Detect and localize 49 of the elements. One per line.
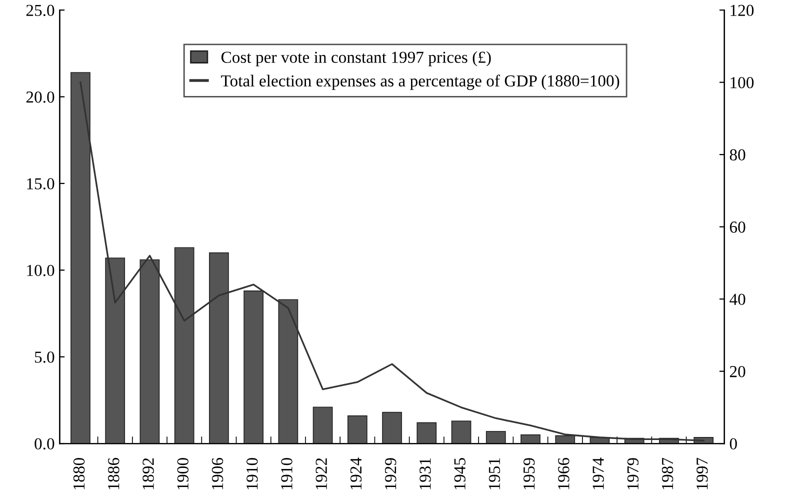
x-tick-label: 1922 bbox=[316, 458, 327, 490]
bar bbox=[451, 420, 472, 444]
bar bbox=[105, 258, 126, 444]
x-tick-label: 1945 bbox=[454, 458, 466, 490]
bar bbox=[382, 412, 402, 444]
y2-tick-label: 60 bbox=[730, 222, 746, 233]
y-tick-label: 10.0 bbox=[27, 264, 54, 276]
legend-label: Cost per vote in constant 1997 prices (£) bbox=[221, 51, 491, 66]
bar bbox=[486, 430, 506, 444]
y2-tick-label: 20 bbox=[730, 366, 746, 378]
bar bbox=[70, 72, 90, 444]
bar bbox=[347, 415, 368, 444]
x-tick-label: 1959 bbox=[523, 458, 535, 490]
x-tick-label: 1906 bbox=[212, 458, 224, 490]
x-tick-label: 1910 bbox=[281, 458, 292, 490]
x-tick-label: 1910 bbox=[246, 458, 258, 490]
y2-tick-label: 120 bbox=[730, 4, 754, 16]
y-tick-label: 20.0 bbox=[26, 91, 54, 103]
x-tick-label: 1929 bbox=[385, 458, 396, 490]
x-tick-label: 1892 bbox=[142, 458, 154, 490]
bar bbox=[209, 252, 229, 444]
bar bbox=[520, 434, 540, 444]
bar bbox=[244, 290, 264, 444]
x-tick-label: 1931 bbox=[420, 458, 431, 490]
x-tick-label: 1987 bbox=[662, 458, 674, 490]
bar bbox=[278, 299, 298, 444]
y-tick-label: 25.0 bbox=[26, 4, 54, 16]
x-tick-label: 1886 bbox=[108, 458, 120, 490]
y2-tick-label: 40 bbox=[730, 294, 746, 305]
x-tick-label: 1966 bbox=[558, 458, 570, 490]
y2-tick-label: 100 bbox=[730, 77, 754, 88]
y-tick-label: 15.0 bbox=[27, 178, 54, 190]
y2-tick-label: 0 bbox=[730, 438, 737, 450]
y-tick-label: 5.0 bbox=[34, 352, 54, 363]
bar bbox=[140, 259, 160, 444]
x-tick-label: 1974 bbox=[592, 458, 604, 490]
bar bbox=[174, 247, 194, 444]
bar bbox=[312, 406, 333, 444]
bar bbox=[416, 422, 437, 444]
x-tick-label: 1951 bbox=[488, 458, 500, 490]
x-tick-label: 1900 bbox=[177, 458, 188, 490]
y2-tick-label: 80 bbox=[730, 149, 746, 161]
legend-label: Total election expenses as a percentage of GDP (1880=100) bbox=[221, 74, 620, 90]
x-tick-label: 1979 bbox=[627, 458, 639, 490]
x-tick-label: 1880 bbox=[73, 458, 85, 490]
bar bbox=[555, 435, 576, 444]
x-tick-label: 1997 bbox=[696, 458, 708, 490]
x-tick-label: 1924 bbox=[350, 458, 362, 490]
y-tick-label: 0.0 bbox=[34, 438, 54, 450]
